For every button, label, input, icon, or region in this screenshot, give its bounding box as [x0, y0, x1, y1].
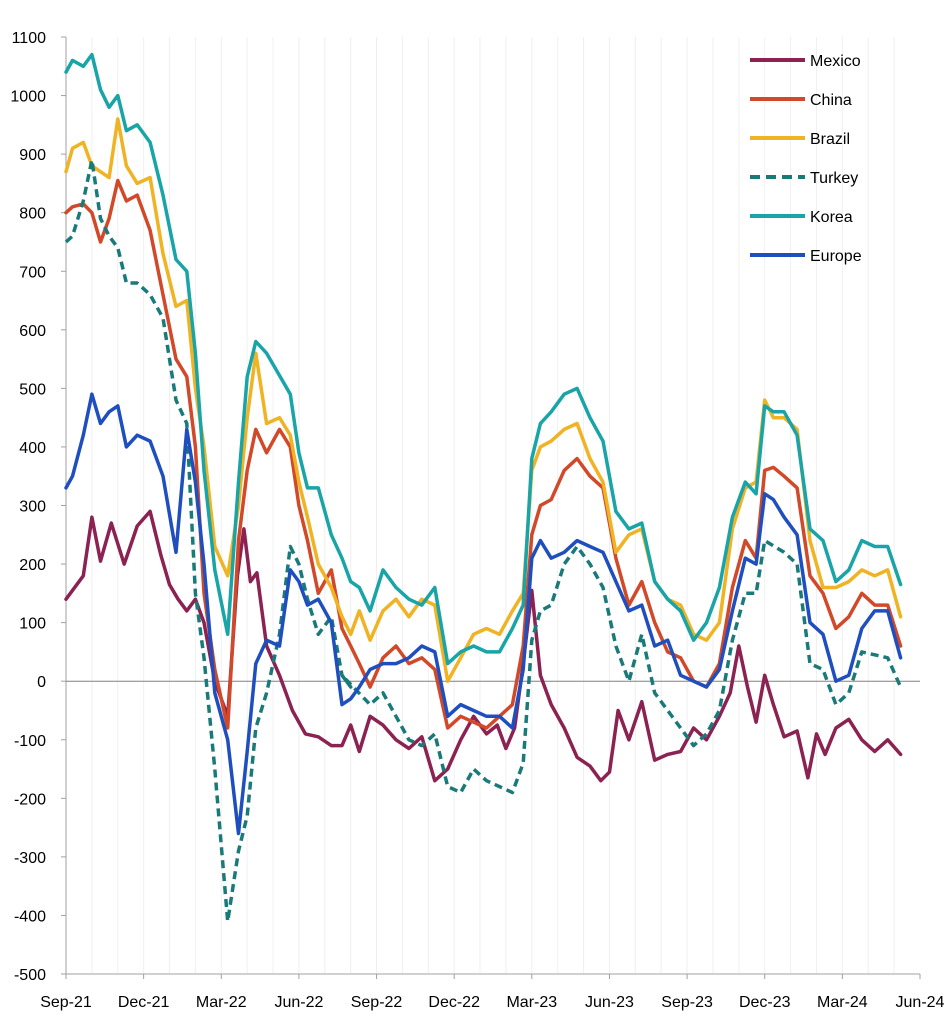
series-line-mexico [64, 509, 903, 783]
x-tick-label: Mar-23 [506, 994, 557, 1011]
x-tick-label: Jun-23 [585, 994, 634, 1011]
legend-label-mexico: Mexico [810, 53, 861, 70]
y-tick-label: 500 [19, 381, 46, 398]
legend-label-korea: Korea [810, 209, 853, 226]
y-tick-label: 0 [37, 674, 46, 691]
y-tick-label: 600 [19, 323, 46, 340]
legend-label-europe: Europe [810, 248, 862, 265]
y-tick-label: 1000 [10, 89, 46, 106]
series-lines [64, 52, 903, 924]
x-tick-label: Sep-21 [40, 994, 92, 1011]
y-tick-label: 1100 [12, 30, 47, 47]
y-tick-label: 800 [19, 206, 46, 223]
series-line-brazil [64, 117, 903, 683]
y-tick-label: -300 [14, 850, 46, 867]
legend: Mexico China Brazil Turkey Korea Europe [750, 53, 862, 265]
y-tick-label: 300 [19, 499, 46, 516]
y-tick-label: 400 [19, 440, 46, 457]
x-tick-label: Dec-23 [739, 994, 791, 1011]
y-tick-label: 100 [19, 616, 46, 633]
legend-label-brazil: Brazil [810, 131, 850, 148]
x-tick-label: Jun-24 [896, 994, 945, 1011]
y-tick-label: 900 [19, 147, 46, 164]
x-tick-label: Sep-23 [661, 994, 713, 1011]
series-line-europe [64, 392, 903, 836]
series-line-turkey [64, 158, 903, 924]
y-tick-label: -400 [14, 908, 46, 925]
axes: -500 -400 -300 -200 -100 0 100 200 300 400 500 600 7… [10, 30, 944, 1011]
y-tick-label: -200 [14, 791, 46, 808]
y-tick-label: -500 [14, 967, 46, 984]
series-line-china [64, 178, 903, 730]
x-tick-label: Jun-22 [274, 994, 323, 1011]
y-tick-label: 200 [19, 557, 46, 574]
x-tick-label: Sep-22 [351, 994, 403, 1011]
x-tick-label: Mar-22 [196, 994, 247, 1011]
y-tick-label: -100 [14, 733, 46, 750]
legend-label-china: China [810, 92, 852, 109]
x-tick-label: Dec-21 [118, 994, 170, 1011]
legend-label-turkey: Turkey [810, 170, 858, 187]
y-tick-label: 700 [19, 264, 46, 281]
x-tick-label: Dec-22 [428, 994, 480, 1011]
x-tick-label: Mar-24 [817, 994, 868, 1011]
series-line-korea [64, 52, 903, 666]
